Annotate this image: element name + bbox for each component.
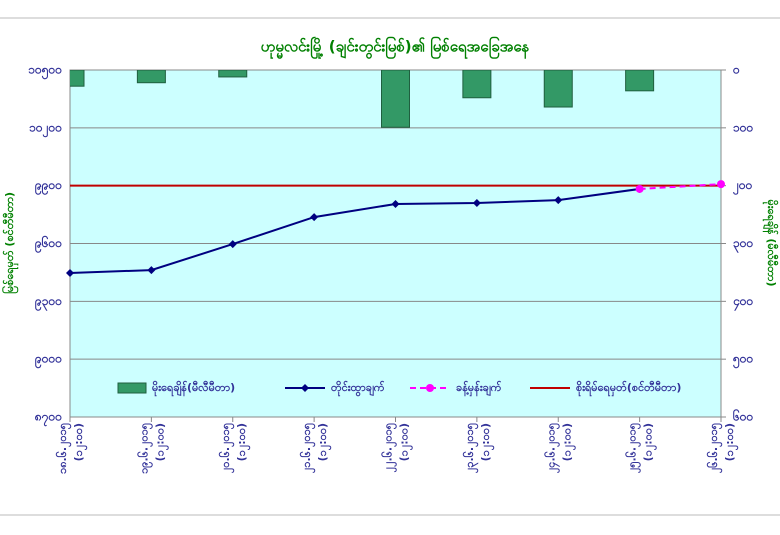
rain-bar (381, 70, 410, 128)
x-tick-time: (၁၂:၀၀) (479, 423, 495, 461)
legend-label: တိုင်းထွာချက် (331, 380, 385, 397)
rain-bar (218, 70, 248, 78)
x-tick-time: (၁၂:၀၀) (235, 423, 251, 461)
x-tick-time: (၁၂:၀၀) (153, 423, 169, 461)
point (310, 213, 319, 222)
legend-label: စိုးရိမ်ရေမှတ်(စင်တီမီတာ) (576, 380, 681, 397)
legend-label: မိုးရေချိန်(မီလီမီတာ) (152, 380, 235, 397)
point (635, 184, 644, 193)
point (228, 240, 237, 249)
rain-bar (136, 70, 166, 84)
y-tick-label: ၉၀၀၀ (34, 352, 62, 370)
x-tick-label: ၂၁.၆.၂၀၁၅ (300, 422, 316, 473)
y2-tick-label: ၆၀၀ (732, 408, 754, 424)
point (717, 180, 725, 189)
legend-marker (301, 384, 309, 392)
y-tick-label: ၉၃၀၀ (34, 294, 62, 312)
point (147, 266, 156, 275)
y-tick-label: ၁၀၂၀၀ (29, 120, 62, 138)
legend-marker (426, 384, 434, 392)
y-tick-label: ၉၉၀၀ (34, 178, 62, 196)
x-tick-label: ၂၂.၆.၂၀၁၅ (382, 422, 398, 472)
y-tick-label: ၈၇၀၀ (34, 410, 62, 428)
rain-bar (625, 70, 655, 92)
x-tick-time: (၁၂:၀၀) (642, 423, 658, 461)
x-tick-label: ၂၆.၆.၂၀၁၅ (707, 422, 723, 473)
plot-clip (70, 70, 655, 128)
x-tick-time: (၁၂:၀၀) (72, 423, 88, 461)
x-tick-label: ၁၈.၆.၂၀၁၅ (56, 422, 72, 474)
point (391, 199, 400, 208)
y2-tick-label: ၂၀၀ (732, 178, 753, 196)
line (69, 187, 640, 274)
x-tick-time: (၁၂:၀၀) (723, 423, 739, 461)
line (639, 183, 722, 190)
rain-bar (70, 70, 85, 87)
x-tick-label: ၂၃.၆.၂၀၁၅ (463, 422, 479, 473)
x-tick-time: (၁၂:၀၀) (398, 423, 414, 461)
y2-tick-label: ၃၀၀ (733, 236, 754, 254)
point (472, 199, 481, 208)
y-axis-label: မြစ်ရေမှတ် (စင်တီမီတာ) (1, 192, 19, 294)
point (66, 268, 74, 277)
rain-bar (462, 70, 492, 99)
x-tick-time: (၁၂:၀၀) (316, 423, 332, 461)
y-tick-label: ၉၆၀၀ (34, 234, 62, 254)
x-tick-time: (၁၂:၀၀) (560, 423, 576, 461)
chart-title: ဟုမ္မလင်းမြို့ (ချင်းတွင်းမြစ်)၏ မြစ်ရေအ… (261, 36, 530, 60)
x-tick-label: ၂၅.၆.၂၀၁၅ (626, 422, 642, 473)
y2-tick-label: ၀ (732, 63, 740, 77)
y2-axis-label: မိုးရေချိန် (မီလီမီတာ) (762, 200, 779, 287)
y-tick-label: ၁၀၅၀၀ (28, 63, 62, 81)
legend-label: ခန့်မှန်းချက် (456, 380, 502, 397)
legend-swatch (117, 382, 147, 394)
point (554, 196, 563, 205)
x-tick-label: ၁၉.၆.၂၀၁၅ (137, 422, 153, 474)
y2-tick-label: ၁၀၀ (733, 120, 754, 134)
x-tick-label: ၂၀.၆.၂၀၁၅ (219, 422, 235, 473)
y2-tick-label: ၅၀၀ (732, 352, 754, 370)
x-tick-label: ၂၄.၆.၂၀၁၅ (544, 422, 560, 473)
rain-bar (543, 70, 573, 108)
y2-tick-label: ၄၀၀ (732, 294, 754, 312)
